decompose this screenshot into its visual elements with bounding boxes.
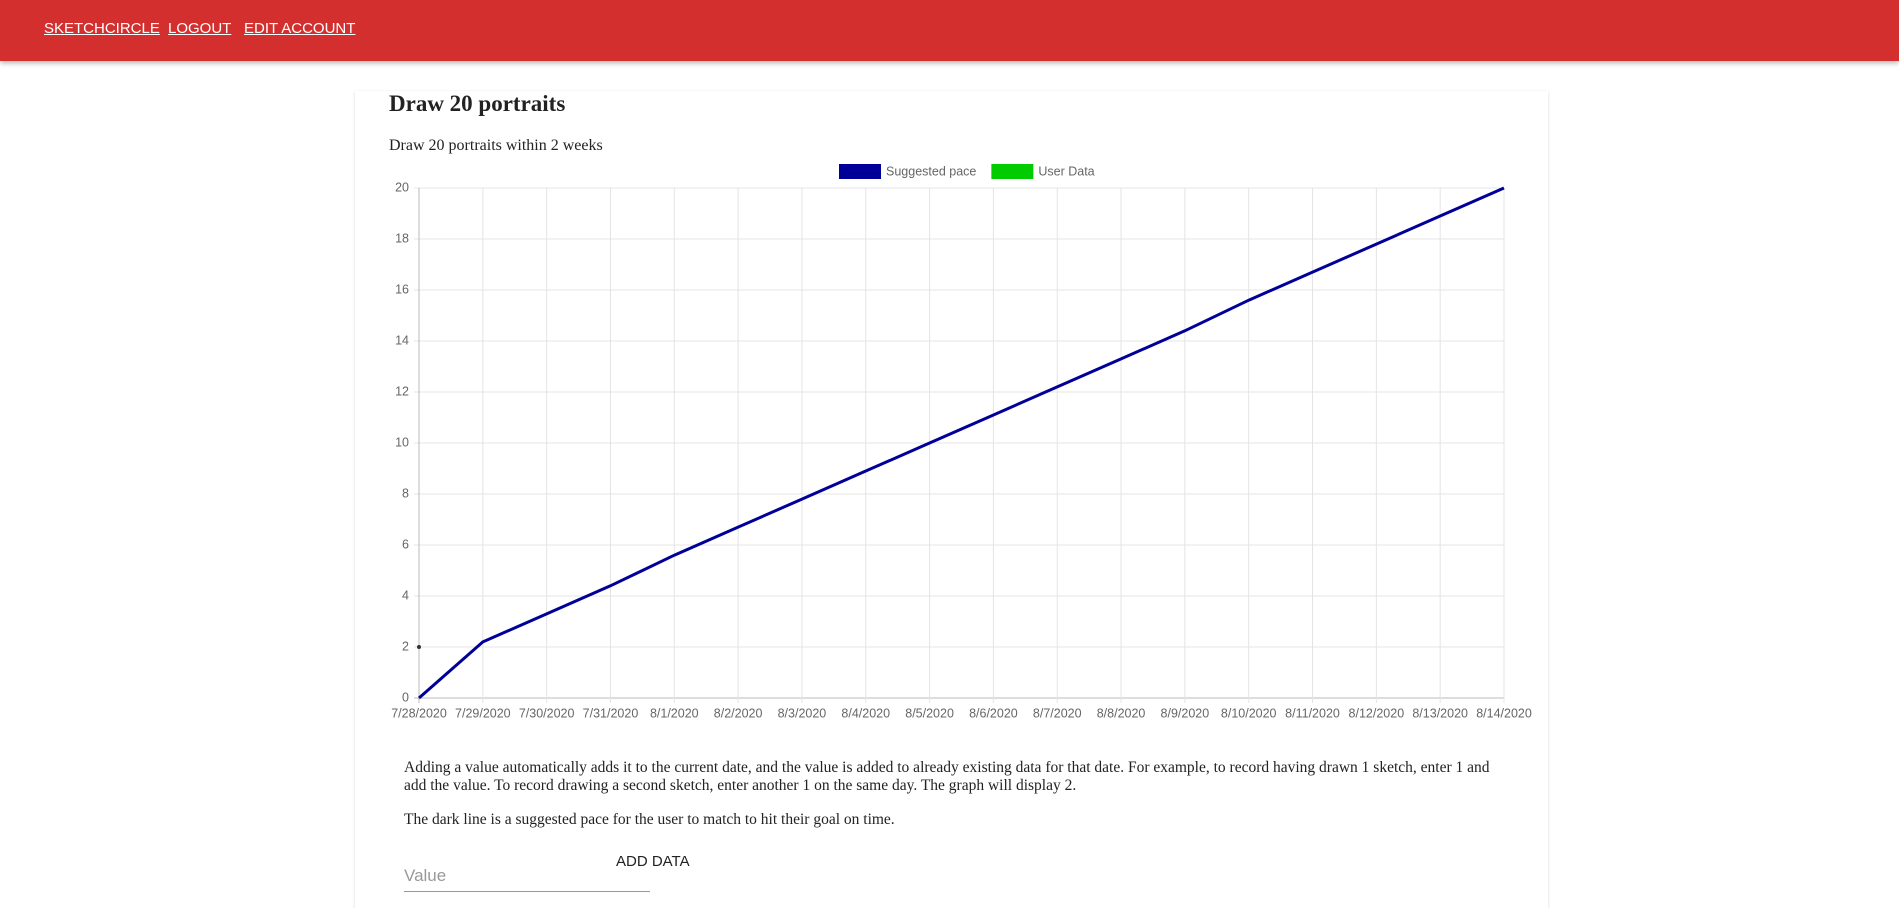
x-tick-label: 8/9/2020 xyxy=(1161,706,1210,720)
y-tick-label: 14 xyxy=(395,333,409,347)
x-tick-label: 8/13/2020 xyxy=(1412,706,1468,720)
y-tick-label: 20 xyxy=(395,180,409,194)
x-tick-label: 8/3/2020 xyxy=(778,706,827,720)
add-data-button[interactable]: ADD DATA xyxy=(616,853,690,870)
help-text: The dark line is a suggested pace for th… xyxy=(404,811,895,828)
legend-label: User Data xyxy=(1038,164,1094,178)
y-tick-label: 6 xyxy=(402,537,409,551)
y-tick-label: 18 xyxy=(395,231,409,245)
data-point xyxy=(417,645,421,649)
card-title: Draw 20 portraits xyxy=(389,91,566,116)
y-tick-label: 10 xyxy=(395,435,409,449)
series-line xyxy=(418,186,1505,700)
x-tick-label: 8/12/2020 xyxy=(1349,706,1405,720)
x-tick-label: 8/6/2020 xyxy=(969,706,1018,720)
goal-card: Draw 20 portraits Draw 20 portraits with… xyxy=(355,91,1548,908)
y-tick-label: 0 xyxy=(402,690,409,704)
help-text: Adding a value automatically adds it to … xyxy=(404,759,1490,794)
nav-link[interactable]: SKETCHCIRCLE xyxy=(44,20,160,37)
legend-label: Suggested pace xyxy=(886,164,976,178)
legend-swatch xyxy=(839,164,881,179)
chart: 0 2 4 6 8 10 12 14 16 18 20 7/28/2020 7/29/2020 7/30/… xyxy=(391,164,1532,720)
x-tick-label: 7/30/2020 xyxy=(519,706,575,720)
x-tick-label: 8/14/2020 xyxy=(1476,706,1532,720)
legend-swatch xyxy=(991,164,1034,179)
y-tick-label: 12 xyxy=(395,384,409,398)
card-subtitle: Draw 20 portraits within 2 weeks xyxy=(389,137,603,154)
y-tick-label: 2 xyxy=(402,639,409,653)
x-tick-label: 7/31/2020 xyxy=(583,706,639,720)
x-tick-label: 8/4/2020 xyxy=(841,706,890,720)
x-tick-label: 7/29/2020 xyxy=(455,706,511,720)
nav-link[interactable]: EDIT ACCOUNT xyxy=(244,20,356,37)
y-tick-label: 8 xyxy=(402,486,409,500)
x-tick-label: 8/10/2020 xyxy=(1221,706,1277,720)
navbar: SKETCHCIRCLE LOGOUT EDIT ACCOUNT xyxy=(0,0,1899,61)
x-tick-label: 8/5/2020 xyxy=(905,706,954,720)
y-tick-label: 4 xyxy=(402,588,409,602)
x-tick-label: 8/11/2020 xyxy=(1285,706,1340,720)
x-tick-label: 8/7/2020 xyxy=(1033,706,1082,720)
y-tick-label: 16 xyxy=(395,282,409,296)
x-tick-label: 7/28/2020 xyxy=(391,706,447,720)
nav-link[interactable]: LOGOUT xyxy=(168,20,232,37)
x-tick-label: 8/2/2020 xyxy=(714,706,763,720)
x-tick-label: 8/8/2020 xyxy=(1097,706,1146,720)
value-input[interactable] xyxy=(404,861,650,892)
x-tick-label: 8/1/2020 xyxy=(650,706,699,720)
